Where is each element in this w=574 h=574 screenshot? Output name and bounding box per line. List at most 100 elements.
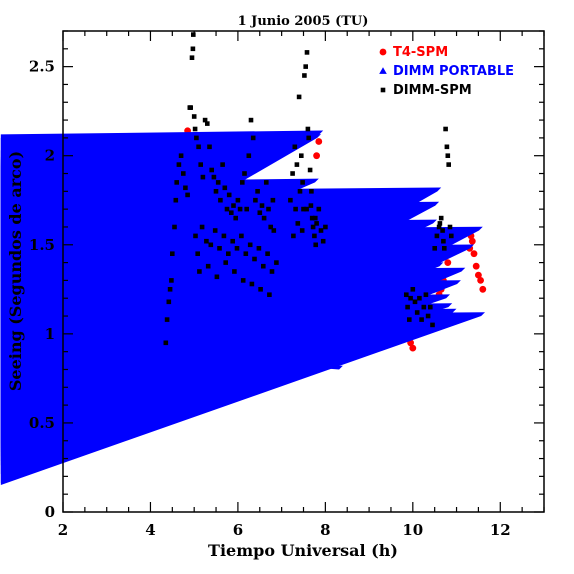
data-point — [258, 287, 263, 292]
data-point — [303, 64, 308, 69]
data-point — [240, 278, 246, 283]
data-point — [256, 246, 262, 251]
data-point — [244, 206, 249, 212]
x-tick-label: 6 — [233, 521, 243, 539]
x-tick-label: 4 — [145, 521, 155, 539]
series-dimm-spm — [163, 32, 454, 346]
data-point — [232, 269, 237, 274]
data-point — [292, 144, 298, 150]
data-point — [447, 224, 453, 230]
data-point — [261, 263, 266, 269]
data-point — [239, 233, 244, 239]
data-point — [404, 292, 409, 297]
data-point — [170, 251, 175, 256]
y-tick-label: 0.5 — [29, 414, 55, 432]
legend-marker — [380, 87, 386, 93]
data-point — [235, 197, 241, 203]
data-point — [248, 117, 254, 123]
data-point — [207, 144, 212, 150]
legend-marker — [379, 67, 387, 74]
data-point — [233, 215, 238, 221]
data-point — [188, 105, 193, 110]
data-point — [181, 171, 186, 176]
data-point — [297, 189, 303, 194]
data-point — [195, 251, 200, 256]
data-point — [313, 152, 320, 160]
data-point — [264, 180, 269, 185]
data-point — [408, 295, 413, 301]
data-point — [421, 304, 427, 310]
y-tick-label: 1 — [45, 325, 55, 343]
data-point — [299, 153, 304, 158]
data-point — [191, 114, 197, 119]
data-point — [449, 233, 454, 239]
data-point — [197, 269, 202, 274]
data-point — [220, 162, 225, 167]
x-tick-label: 10 — [402, 521, 423, 539]
data-point — [423, 292, 429, 297]
data-point — [468, 237, 476, 245]
data-point — [198, 162, 203, 167]
data-point — [290, 171, 295, 176]
data-point — [296, 94, 302, 100]
data-point — [288, 197, 293, 203]
data-point — [163, 340, 169, 346]
data-point — [442, 246, 447, 251]
data-point — [307, 167, 313, 173]
data-point — [209, 167, 214, 173]
data-point — [172, 224, 177, 230]
legend-label: DIMM PORTABLE — [393, 64, 514, 79]
data-point — [294, 162, 300, 167]
data-point — [425, 313, 431, 319]
data-point — [250, 135, 256, 141]
data-point — [259, 203, 265, 208]
data-point — [173, 197, 179, 203]
data-point — [226, 251, 231, 256]
data-point — [217, 246, 222, 251]
data-point — [194, 135, 199, 141]
data-point — [300, 180, 305, 185]
data-point — [191, 32, 196, 37]
data-point — [214, 274, 220, 280]
data-point — [253, 197, 258, 203]
data-point — [189, 55, 195, 60]
data-point — [470, 250, 478, 258]
data-point — [265, 251, 270, 256]
y-tick-label: 2 — [45, 147, 55, 165]
data-point — [252, 256, 257, 262]
data-point — [266, 206, 271, 212]
data-point — [222, 185, 228, 191]
legend-label: T4-SPM — [393, 45, 448, 60]
chart-title: 1 Junio 2005 (TU) — [238, 14, 369, 29]
data-point — [313, 242, 318, 248]
data-point — [472, 262, 480, 270]
data-point — [243, 251, 249, 256]
y-tick-label: 2.5 — [29, 58, 55, 76]
legend-label: DIMM-SPM — [393, 83, 472, 98]
series-dimm-portable — [0, 130, 486, 486]
data-point — [226, 192, 232, 198]
data-point — [247, 242, 253, 248]
data-point — [409, 344, 417, 352]
y-tick-label: 1.5 — [29, 236, 55, 254]
y-tick-label: 0 — [45, 503, 55, 521]
x-tick-label: 2 — [58, 521, 68, 539]
data-point — [199, 224, 205, 230]
data-point — [174, 180, 179, 185]
data-point — [213, 189, 219, 194]
data-point — [446, 162, 451, 167]
data-point — [178, 153, 184, 158]
data-point — [308, 203, 314, 208]
data-point — [428, 304, 433, 310]
data-point — [291, 233, 296, 239]
x-tick-label: 12 — [490, 521, 511, 539]
data-point — [270, 197, 276, 203]
data-point — [318, 228, 324, 233]
data-point — [176, 162, 182, 167]
data-point — [309, 189, 314, 194]
data-point — [441, 238, 446, 244]
data-point — [240, 180, 245, 185]
data-point — [432, 246, 437, 251]
data-point — [202, 117, 208, 123]
